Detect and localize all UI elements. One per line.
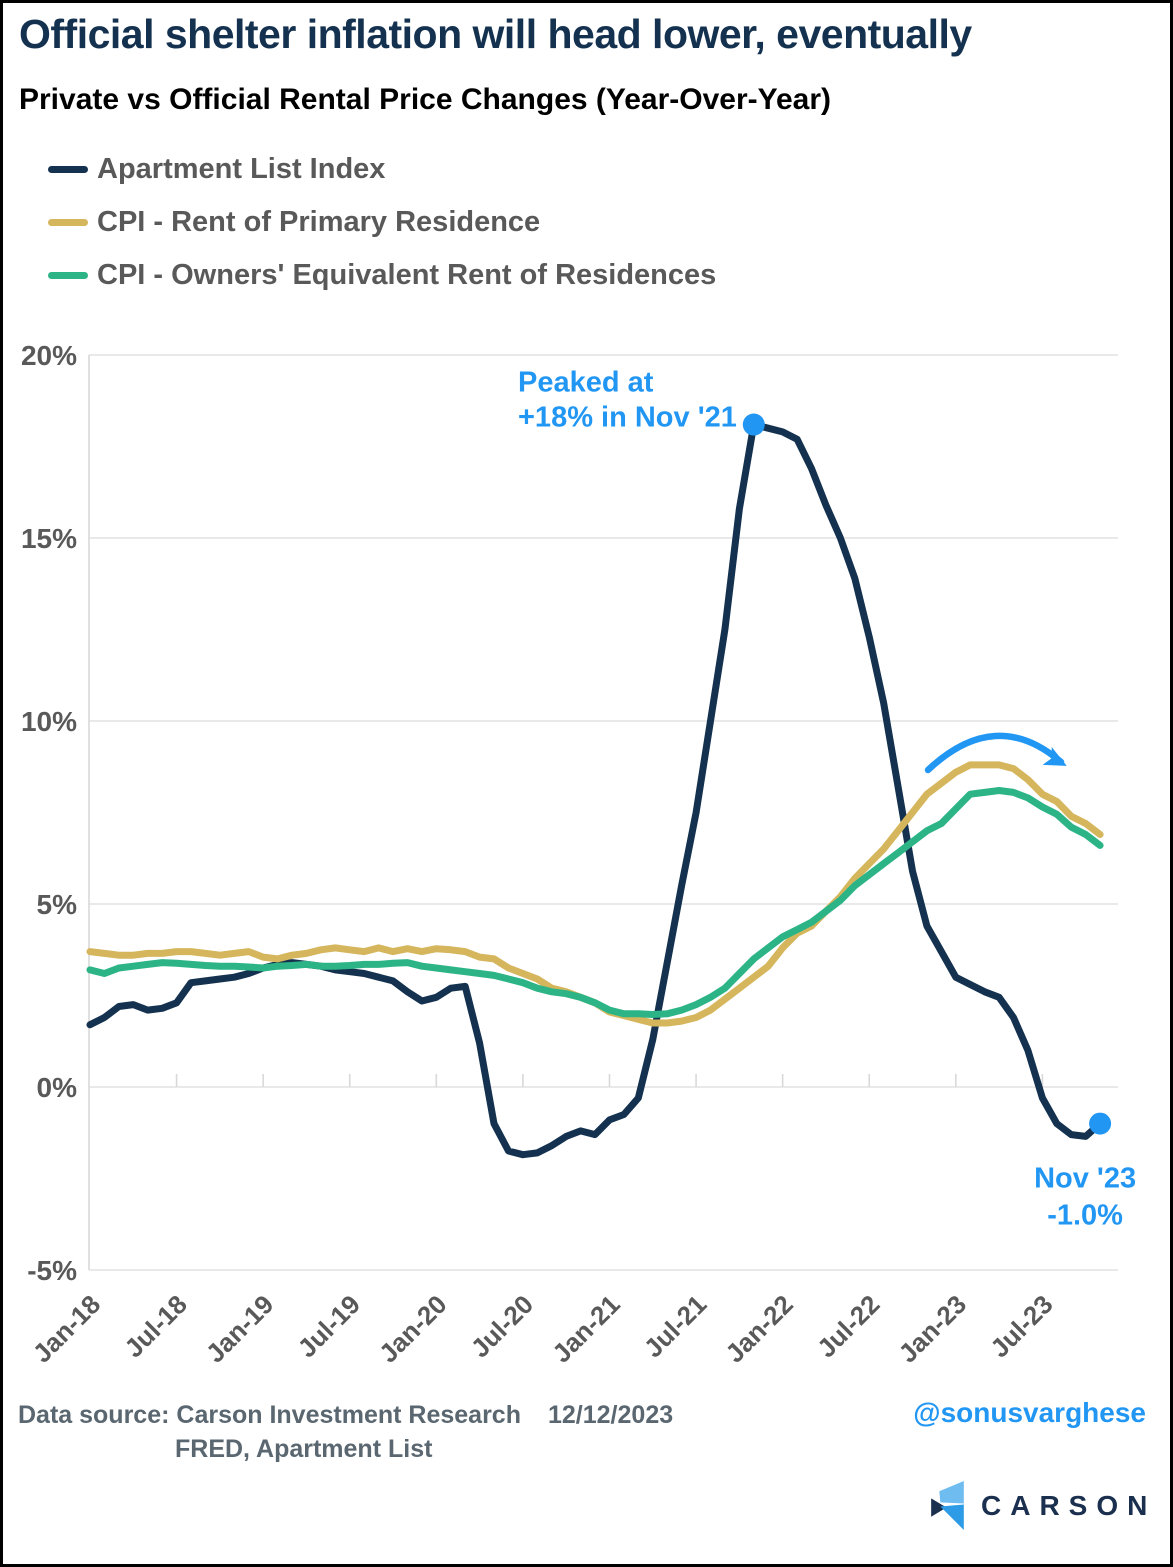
apartment-list-line-swatch-icon <box>48 165 88 173</box>
x-axis-tick-label: Jul-22 <box>811 1289 885 1363</box>
line-chart: 20% 15% 10% 5% 0% -5% Jan-18 Jul-18 Jan-19 Jul-1… <box>21 340 1136 1369</box>
x-axis-tick-label: Jan-21 <box>546 1289 625 1368</box>
x-axis-tick-label: Jul-21 <box>638 1289 712 1363</box>
cpi-rent-line-swatch-icon <box>48 218 88 226</box>
x-axis-tick-label: Jul-18 <box>118 1289 192 1363</box>
y-axis-tick-label: -5% <box>27 1255 77 1286</box>
x-axis-tick-label: Jul-23 <box>984 1289 1058 1363</box>
y-axis-tick-label: 5% <box>37 889 78 920</box>
legend-label: Apartment List Index <box>97 152 386 185</box>
twitter-handle: @sonusvarghese <box>913 1397 1146 1428</box>
series-line <box>86 787 1104 1018</box>
data-source-line1: Data source: Carson Investment Research <box>18 1401 521 1429</box>
gridlines: 20% 15% 10% 5% 0% -5% <box>21 340 1118 1286</box>
page-title: Official shelter inflation will head low… <box>19 11 972 57</box>
series-lines <box>86 421 1104 1159</box>
peak-marker-dot <box>742 413 765 436</box>
curve-arrow-head-icon <box>1042 747 1067 766</box>
legend-item-apartment-list: Apartment List Index <box>48 151 716 187</box>
latest-annotation-text: Nov '23 <box>1034 1163 1136 1195</box>
series-line <box>86 761 1104 1027</box>
peak-annotation-text: Peaked at <box>518 367 654 399</box>
y-axis-tick-label: 0% <box>37 1072 78 1103</box>
x-axis-tick-label: Jan-20 <box>373 1289 452 1368</box>
x-axis-tick-label: Jul-19 <box>292 1289 366 1363</box>
latest-marker-dot <box>1089 1112 1112 1135</box>
legend-label: CPI - Rent of Primary Residence <box>97 205 541 238</box>
legend-item-cpi-rent: CPI - Rent of Primary Residence <box>48 204 716 240</box>
chart-subtitle: Private vs Official Rental Price Changes… <box>19 83 832 116</box>
annotations: Peaked at+18% in Nov '21 Nov '23 -1.0% <box>518 367 1136 1232</box>
x-axis-tick-label: Jan-23 <box>893 1289 972 1368</box>
legend-label: CPI - Owners' Equivalent Rent of Residen… <box>97 258 717 291</box>
carson-logo: CARSON <box>931 1481 1156 1531</box>
y-axis-tick-label: 10% <box>21 706 77 737</box>
peak-annotation-text: +18% in Nov '21 <box>518 402 737 434</box>
x-axis-tick-label: Jan-22 <box>719 1289 798 1368</box>
legend: Apartment List Index CPI - Rent of Prima… <box>48 151 716 293</box>
carson-wordmark: CARSON <box>981 1490 1157 1521</box>
cpi-oer-line-swatch-icon <box>48 271 88 279</box>
curve-arrow-icon <box>924 732 1065 774</box>
x-axis-tick-label: Jan-18 <box>27 1289 106 1368</box>
series-line <box>86 421 1104 1159</box>
x-axis-tick-label: Jul-20 <box>465 1289 539 1363</box>
y-axis-tick-label: 15% <box>21 523 77 554</box>
latest-annotation-text: -1.0% <box>1047 1200 1123 1232</box>
legend-item-cpi-oer: CPI - Owners' Equivalent Rent of Residen… <box>48 257 716 293</box>
axes: Jan-18 Jul-18 Jan-19 Jul-19 Jan-20 Jul-20 Jan-… <box>27 355 1059 1369</box>
carson-logo-mark-icon <box>931 1481 964 1530</box>
chart-date: 12/12/2023 <box>548 1401 674 1429</box>
x-axis-tick-label: Jan-19 <box>200 1289 279 1368</box>
data-source-line2: FRED, Apartment List <box>175 1435 433 1463</box>
y-axis-tick-label: 20% <box>21 340 77 371</box>
